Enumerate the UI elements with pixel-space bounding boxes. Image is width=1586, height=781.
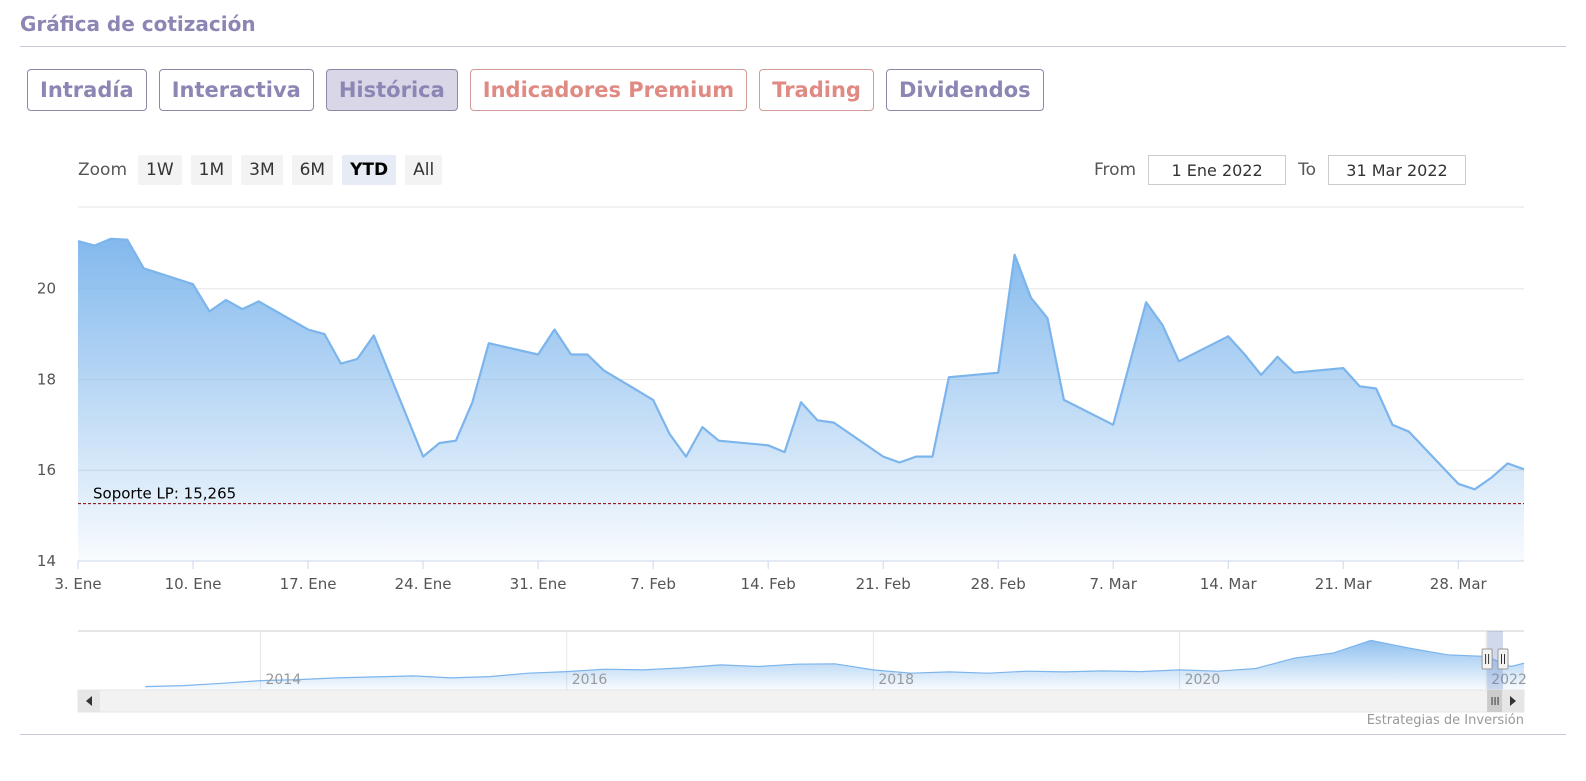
x-tick-label: 31. Ene bbox=[510, 575, 567, 593]
date-range-selector: From To bbox=[1094, 155, 1466, 185]
tab-dividendos[interactable]: Dividendos bbox=[885, 69, 1044, 111]
y-tick-label: 14 bbox=[37, 552, 56, 570]
x-tick-label: 21. Mar bbox=[1315, 575, 1373, 593]
x-axis: 3. Ene 10. Ene 17. Ene 24. Ene 31. Ene 7. Feb… bbox=[54, 560, 1524, 593]
x-tick-label: 21. Feb bbox=[856, 575, 911, 593]
navigator-year-label: 2022 bbox=[1491, 672, 1527, 688]
scrollbar-track[interactable] bbox=[77, 689, 1525, 713]
support-line-group: Soporte LP: 15,265 bbox=[78, 485, 1524, 505]
support-line-label: Soporte LP: 15,265 bbox=[93, 485, 236, 503]
navigator-selection[interactable] bbox=[1487, 631, 1503, 690]
scroll-left-arrow-icon bbox=[86, 696, 92, 706]
to-date-input[interactable] bbox=[1328, 155, 1466, 185]
navigator-left-handle[interactable] bbox=[1481, 648, 1493, 670]
navigator-line bbox=[145, 639, 1525, 688]
tab-indicadores-premium[interactable]: Indicadores Premium bbox=[469, 69, 748, 111]
zoom-selector: Zoom 1W 1M 3M 6M YTD All bbox=[78, 155, 443, 185]
zoom-6m-button[interactable]: 6M bbox=[291, 155, 334, 185]
zoom-3m-button[interactable]: 3M bbox=[241, 155, 283, 185]
bottom-divider bbox=[20, 734, 1566, 735]
navigator-area bbox=[145, 640, 1525, 690]
zoom-1w-button[interactable]: 1W bbox=[138, 155, 182, 185]
navigator-year-label: 2016 bbox=[572, 672, 608, 688]
x-tick-label: 28. Mar bbox=[1430, 575, 1488, 593]
title-divider bbox=[20, 46, 1566, 47]
credit-text: Estrategias de Inversión bbox=[1366, 713, 1524, 728]
chart-tabs: Intradía Interactiva Histórica Indicador… bbox=[27, 69, 1044, 111]
zoom-all-button[interactable]: All bbox=[405, 155, 443, 185]
navigator-right-handle[interactable] bbox=[1497, 648, 1509, 670]
zoom-label: Zoom bbox=[78, 160, 128, 180]
x-tick-label: 17. Ene bbox=[280, 575, 337, 593]
y-tick-label: 18 bbox=[37, 370, 56, 388]
x-tick-label: 28. Feb bbox=[971, 575, 1026, 593]
x-tick-label: 14. Feb bbox=[741, 575, 796, 593]
y-tick-label: 20 bbox=[37, 280, 56, 298]
zoom-ytd-button[interactable]: YTD bbox=[342, 155, 397, 185]
x-tick-label: 7. Mar bbox=[1090, 575, 1138, 593]
to-label: To bbox=[1298, 160, 1316, 180]
x-tick-label: 3. Ene bbox=[54, 575, 101, 593]
from-label: From bbox=[1093, 160, 1137, 180]
tab-historica[interactable]: Histórica bbox=[325, 69, 458, 111]
tab-intradia[interactable]: Intradía bbox=[27, 69, 147, 111]
x-tick-label: 14. Mar bbox=[1200, 575, 1258, 593]
price-chart[interactable]: Soporte LP: 15,265 14 16 18 20 3. Ene 10. En… bbox=[0, 195, 1586, 725]
price-series bbox=[77, 237, 1525, 562]
navigator[interactable]: 2014 2016 2018 2020 2022 bbox=[77, 630, 1527, 713]
y-axis: 14 16 18 20 bbox=[37, 280, 56, 570]
x-tick-label: 24. Ene bbox=[395, 575, 452, 593]
price-area bbox=[78, 238, 1524, 562]
x-tick-label: 7. Feb bbox=[630, 575, 676, 593]
tab-trading[interactable]: Trading bbox=[759, 69, 874, 111]
navigator-year-label: 2020 bbox=[1185, 672, 1221, 688]
y-tick-label: 16 bbox=[37, 461, 56, 479]
navigator-year-label: 2014 bbox=[265, 672, 301, 688]
zoom-1m-button[interactable]: 1M bbox=[190, 155, 233, 185]
tab-interactiva[interactable]: Interactiva bbox=[158, 69, 314, 111]
from-date-input[interactable] bbox=[1148, 155, 1287, 185]
navigator-year-label: 2018 bbox=[878, 672, 914, 688]
scroll-right-arrow-icon bbox=[1510, 696, 1516, 706]
page-title: Gráfica de cotización bbox=[20, 12, 256, 36]
x-tick-label: 10. Ene bbox=[165, 575, 222, 593]
price-line bbox=[77, 237, 1525, 491]
